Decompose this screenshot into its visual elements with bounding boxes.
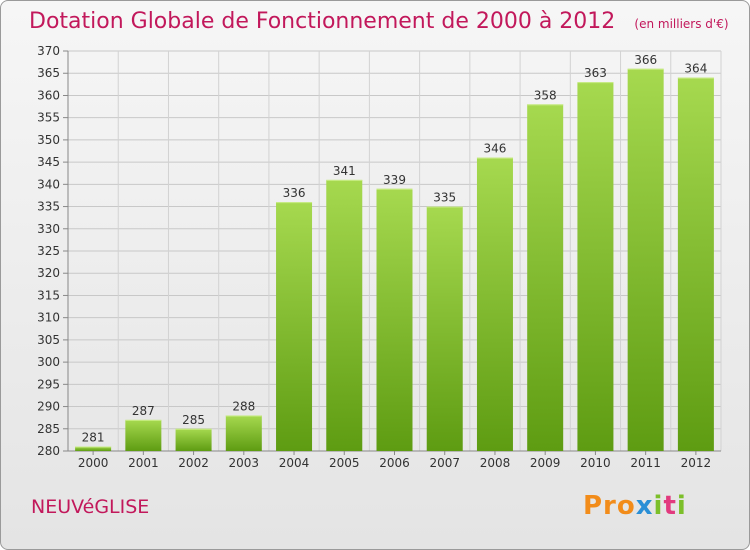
bar — [476, 157, 513, 451]
y-tick-label: 290 — [37, 400, 60, 414]
logo-part: t — [663, 491, 677, 521]
bar — [627, 68, 664, 452]
y-tick-label: 330 — [37, 222, 60, 236]
y-tick-label: 370 — [37, 44, 60, 58]
y-tick-label: 315 — [37, 288, 60, 302]
y-tick-label: 310 — [37, 311, 60, 325]
y-tick-label: 300 — [37, 355, 60, 369]
data-label: 336 — [283, 186, 306, 200]
logo-part: Pro — [583, 491, 636, 521]
title-row: Dotation Globale de Fonctionnement de 20… — [29, 9, 729, 34]
bar — [75, 446, 112, 451]
bar — [426, 206, 463, 451]
y-tick-label: 365 — [37, 66, 60, 80]
x-tick-label: 2008 — [480, 456, 511, 470]
x-tick-label: 2010 — [580, 456, 611, 470]
data-label: 358 — [534, 88, 557, 102]
data-label: 339 — [383, 173, 406, 187]
y-tick-label: 360 — [37, 88, 60, 102]
chart-title: Dotation Globale de Fonctionnement de 20… — [29, 9, 616, 34]
axis-layer: 280 285 290 295 300 305 310 315 320 325 330 335 340 3… — [37, 44, 721, 458]
data-label: 346 — [484, 142, 507, 156]
proxiti-logo[interactable]: Proxiti — [583, 491, 687, 521]
y-tick-label: 345 — [37, 155, 60, 169]
y-tick-label: 320 — [37, 266, 60, 280]
x-tick-label: 2012 — [681, 456, 712, 470]
x-tick-label: 2006 — [379, 456, 410, 470]
y-tick-label: 350 — [37, 133, 60, 147]
logo-part: i — [653, 491, 664, 521]
data-label: 288 — [232, 399, 255, 413]
y-tick-label: 355 — [37, 111, 60, 125]
x-tick-label: 2000 — [78, 456, 109, 470]
data-label: 335 — [433, 191, 456, 205]
data-label: 281 — [82, 431, 105, 445]
x-tick-label: 2011 — [630, 456, 661, 470]
logo-part: i — [676, 491, 687, 521]
bar — [677, 77, 714, 452]
commune-name: NEUVéGLISE — [31, 496, 150, 518]
x-tick-label: 2005 — [329, 456, 360, 470]
data-label: 364 — [684, 62, 707, 76]
bar — [577, 82, 614, 451]
x-tick-label: 2003 — [229, 456, 260, 470]
bar — [175, 428, 212, 451]
data-label: 287 — [132, 404, 155, 418]
y-tick-label: 325 — [37, 244, 60, 258]
y-tick-label: 280 — [37, 444, 60, 458]
data-label: 363 — [584, 66, 607, 80]
bar — [326, 179, 363, 451]
y-tick-label: 305 — [37, 333, 60, 347]
data-label: 341 — [333, 164, 356, 178]
bar — [376, 188, 413, 451]
y-tick-label: 340 — [37, 177, 60, 191]
y-tick-label: 335 — [37, 200, 60, 214]
y-tick-label: 285 — [37, 422, 60, 436]
bar — [527, 104, 564, 451]
unit-label: (en milliers d'€) — [634, 17, 729, 31]
x-tick-label: 2009 — [530, 456, 561, 470]
x-tick-label: 2004 — [279, 456, 310, 470]
label-layer: 281 2000 287 2001 285 2002 288 2003 336 2004 341 20… — [78, 53, 711, 470]
data-label: 285 — [182, 413, 205, 427]
bar — [276, 202, 313, 451]
logo-part: x — [635, 491, 654, 521]
y-tick-label: 295 — [37, 377, 60, 391]
x-tick-label: 2007 — [429, 456, 460, 470]
x-tick-label: 2001 — [128, 456, 159, 470]
bar-layer — [75, 68, 714, 452]
bar — [125, 419, 162, 451]
x-tick-label: 2002 — [178, 456, 209, 470]
data-label: 366 — [634, 53, 657, 67]
bar — [225, 415, 262, 451]
